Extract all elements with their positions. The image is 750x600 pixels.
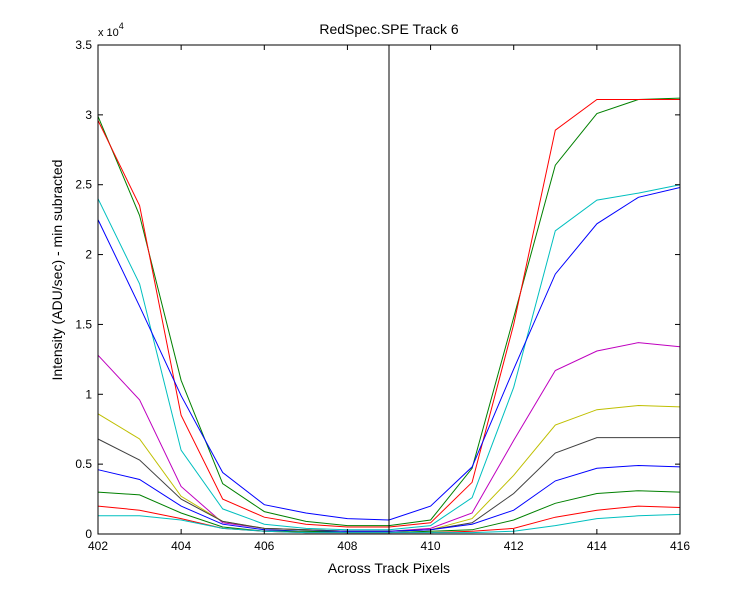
y-multiplier-exponent: 4	[119, 21, 124, 31]
x-tick-label: 412	[504, 539, 524, 553]
y-tick-label: 0	[85, 527, 92, 541]
x-tick-label: 404	[171, 539, 191, 553]
x-tick-label: 414	[587, 539, 607, 553]
y-tick-label: 2.5	[75, 178, 92, 192]
x-axis-label: Across Track Pixels	[328, 560, 450, 576]
y-tick-label: 1	[85, 387, 92, 401]
y-tick-label: 0.5	[75, 457, 92, 471]
chart-title: RedSpec.SPE Track 6	[319, 21, 459, 37]
x-tick-label: 410	[421, 539, 441, 553]
x-tick-label: 406	[254, 539, 274, 553]
x-axis-ticks: 402 404 406 408 410 412 414 416	[88, 45, 690, 553]
plot-frame	[97, 44, 681, 535]
y-tick-label: 3.5	[75, 38, 92, 52]
y-tick-label: 2	[85, 248, 92, 262]
y-axis-ticks: 0 0.5 1 1.5 2 2.5 3 3.5	[75, 38, 680, 541]
x-tick-label: 416	[670, 539, 690, 553]
y-tick-label: 3	[85, 108, 92, 122]
x-tick-label: 402	[88, 539, 108, 553]
y-multiplier-label: x 104	[98, 21, 124, 39]
x-tick-label: 408	[337, 539, 357, 553]
y-axis-label: Intensity (ADU/sec) - min subracted	[49, 160, 65, 381]
y-tick-label: 1.5	[75, 317, 92, 331]
